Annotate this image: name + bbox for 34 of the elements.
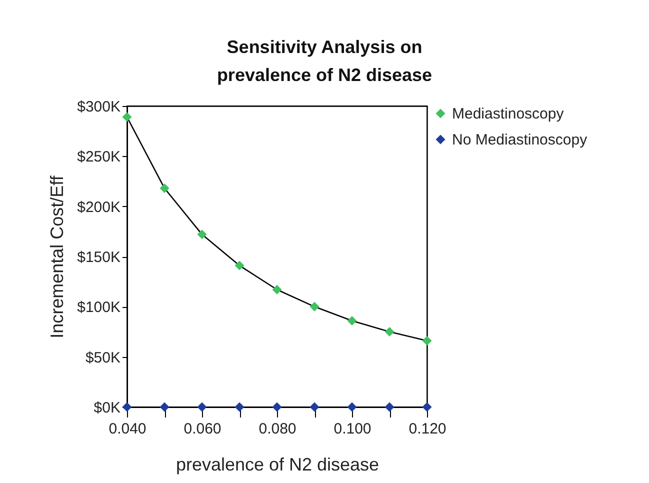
y-tick-label: $0K (94, 400, 120, 416)
x-axis-title: prevalence of N2 disease (176, 454, 380, 474)
point (272, 402, 282, 412)
x-tick-label: 0.100 (334, 420, 372, 438)
legend-label: No Mediastinoscopy (452, 132, 588, 148)
point (197, 230, 207, 240)
point (122, 112, 132, 122)
point (347, 402, 357, 412)
point (347, 316, 357, 326)
point (160, 184, 170, 194)
y-axis-title: Incremental Cost/Eff (47, 174, 68, 338)
y-tick-label: $250K (77, 148, 120, 166)
point (422, 402, 432, 412)
chart-title: Sensitivity Analysis on prevalence of N2 disease (216, 37, 432, 85)
point (310, 402, 320, 412)
point (234, 402, 244, 412)
y-tick-label: $50K (85, 349, 120, 366)
point (272, 284, 282, 294)
point (160, 402, 170, 412)
point (197, 402, 207, 412)
point (234, 260, 244, 270)
point (384, 327, 394, 336)
point (310, 302, 320, 312)
x-tick-label: 0.040 (108, 420, 146, 438)
x-tick-label: 0.120 (408, 420, 446, 438)
y-tick-label: $150K (77, 249, 120, 266)
point (422, 336, 432, 346)
x-tick-label: 0.060 (184, 420, 222, 438)
y-tick-label: $200K (77, 198, 120, 216)
x-tick-label: 0.080 (258, 420, 296, 438)
legend-label: Mediastinoscopy (452, 106, 564, 122)
y-tick-label: $100K (77, 299, 120, 316)
point (384, 402, 394, 412)
y-tick-label: $300K (77, 98, 120, 116)
